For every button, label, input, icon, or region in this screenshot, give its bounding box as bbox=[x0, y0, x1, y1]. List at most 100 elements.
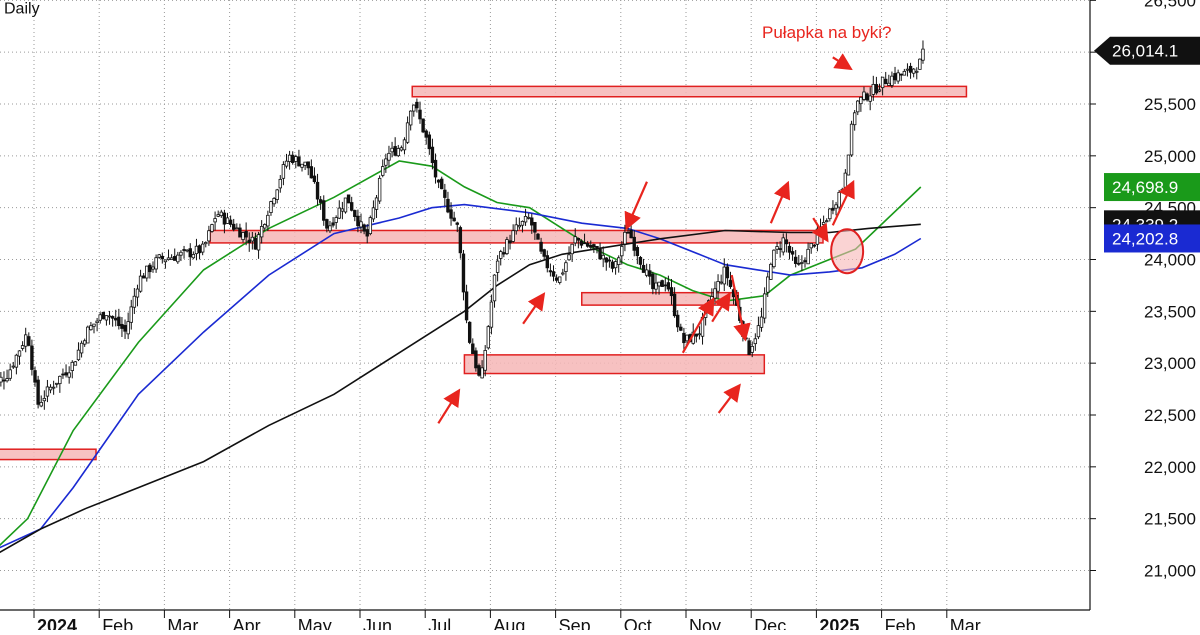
candle-body bbox=[45, 386, 50, 397]
candle-body bbox=[27, 336, 31, 346]
candle-body bbox=[2, 379, 6, 382]
candle-body bbox=[902, 70, 907, 76]
candle-body bbox=[651, 273, 655, 290]
candle-body bbox=[300, 163, 304, 168]
candle-body bbox=[207, 230, 211, 242]
candle-body bbox=[865, 93, 869, 101]
candle-body bbox=[114, 317, 118, 321]
candle-body bbox=[402, 139, 407, 151]
candle-body bbox=[297, 156, 301, 167]
candle-body bbox=[79, 342, 84, 354]
candle-body bbox=[188, 248, 192, 258]
candle-body bbox=[393, 146, 397, 156]
candle-body bbox=[200, 243, 205, 253]
candle-body bbox=[176, 254, 180, 263]
candle-body bbox=[582, 242, 587, 245]
candle-body bbox=[163, 259, 168, 263]
candle-body bbox=[843, 172, 848, 188]
candle-body bbox=[210, 224, 214, 232]
candle-body bbox=[607, 259, 612, 262]
candle-body bbox=[539, 241, 543, 252]
candle-body bbox=[452, 217, 456, 222]
candle-body bbox=[287, 154, 292, 162]
candle-body bbox=[390, 147, 394, 153]
candle-body bbox=[905, 68, 910, 71]
candle-body bbox=[604, 257, 608, 263]
candle-body bbox=[629, 229, 633, 239]
bull-trap-annotation: Pułapka na byki? bbox=[762, 23, 891, 42]
candle-body bbox=[17, 350, 22, 357]
candle-body bbox=[461, 253, 466, 293]
candle-body bbox=[145, 265, 149, 279]
candle-body bbox=[98, 314, 102, 321]
candle-body bbox=[601, 254, 605, 260]
moving-average-line bbox=[0, 223, 921, 554]
candle-body bbox=[793, 256, 798, 264]
candle-body bbox=[769, 263, 773, 280]
candle-body bbox=[685, 334, 689, 342]
candle-body bbox=[343, 197, 348, 213]
candle-body bbox=[526, 216, 531, 219]
candle-body bbox=[772, 249, 776, 268]
candle-body bbox=[812, 244, 817, 247]
candle-body bbox=[505, 239, 509, 255]
candle-body bbox=[613, 261, 618, 269]
candle-body bbox=[579, 240, 584, 246]
candle-body bbox=[831, 207, 835, 211]
candle-body bbox=[418, 109, 422, 120]
y-tick-label: 25,500 bbox=[1144, 95, 1196, 114]
moving-average-line bbox=[0, 203, 922, 549]
candle-body bbox=[0, 376, 3, 383]
candle-body bbox=[713, 288, 717, 299]
ma-value-badge-bg bbox=[1104, 173, 1200, 202]
candle-body bbox=[585, 242, 590, 247]
candle-body bbox=[797, 262, 801, 265]
candle-body bbox=[644, 269, 649, 276]
candle-body bbox=[489, 301, 494, 328]
candle-body bbox=[284, 160, 289, 167]
y-tick-label: 25,000 bbox=[1144, 147, 1196, 166]
candle-body bbox=[235, 227, 239, 230]
candle-body bbox=[486, 326, 491, 349]
candle-body bbox=[14, 354, 19, 368]
candle-body bbox=[893, 73, 897, 81]
x-tick-label: Aug bbox=[493, 616, 525, 630]
candle-body bbox=[241, 232, 245, 240]
candle-body bbox=[250, 236, 255, 242]
candle-body bbox=[126, 321, 130, 335]
candle-body bbox=[694, 333, 699, 337]
candle-body bbox=[135, 288, 140, 298]
candle-body bbox=[405, 122, 410, 143]
annotation-arrow bbox=[437, 388, 461, 424]
candle-body bbox=[213, 218, 217, 223]
y-tick-label: 23,500 bbox=[1144, 302, 1196, 321]
candle-body bbox=[182, 249, 186, 251]
candle-body bbox=[536, 233, 540, 240]
candle-body bbox=[349, 202, 354, 211]
candle-body bbox=[160, 255, 165, 260]
candle-body bbox=[365, 229, 369, 237]
candle-body bbox=[427, 134, 432, 150]
ma-value-badge: 24,698.9 bbox=[1104, 173, 1200, 202]
candle-body bbox=[744, 337, 748, 340]
candle-body bbox=[514, 224, 518, 232]
candle-body bbox=[353, 210, 357, 217]
candle-body bbox=[191, 254, 196, 259]
candle-body bbox=[825, 220, 829, 223]
candle-body bbox=[346, 194, 351, 204]
candle-body bbox=[399, 147, 404, 151]
candle-body bbox=[281, 164, 286, 179]
candle-body bbox=[412, 104, 416, 112]
candle-body bbox=[232, 223, 236, 230]
candle-body bbox=[856, 100, 860, 113]
candle-body bbox=[523, 215, 528, 223]
candle-body bbox=[517, 225, 522, 228]
ma-value-badge-bg bbox=[1104, 224, 1200, 253]
candle-body bbox=[23, 334, 28, 347]
x-tick-label: Dec bbox=[754, 616, 786, 630]
candle-body bbox=[862, 91, 866, 100]
candle-body bbox=[660, 280, 664, 287]
candle-body bbox=[561, 272, 565, 275]
candle-body bbox=[42, 397, 47, 402]
annotation-arrow bbox=[831, 179, 855, 226]
